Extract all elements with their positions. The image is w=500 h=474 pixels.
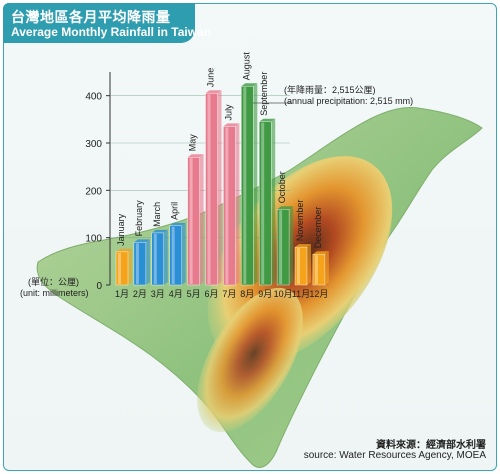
y-tick-label: 100 xyxy=(85,234,102,245)
y-tick-label: 300 xyxy=(85,139,102,150)
bar-side xyxy=(181,222,186,285)
bar xyxy=(115,251,129,286)
bar-side xyxy=(145,239,150,285)
bar-top xyxy=(259,118,276,122)
bar xyxy=(312,254,326,286)
x-tick-label: 11月 xyxy=(292,289,310,299)
chart-title-en: Average Monthly Rainfall in Taiwan xyxy=(11,25,212,39)
month-name-label: May xyxy=(188,134,198,152)
y-tick-label: 200 xyxy=(85,186,102,197)
bar xyxy=(294,246,308,286)
title-banner: 台灣地區各月平均降雨量 Average Monthly Rainfall in … xyxy=(3,3,211,43)
bar-top xyxy=(187,154,204,158)
month-name-label: February xyxy=(134,200,144,237)
unit-label-en: (unit: millimeters) xyxy=(20,288,89,298)
bar-side xyxy=(217,90,222,285)
southern-mountains xyxy=(197,287,303,433)
month-name-label: September xyxy=(259,72,269,116)
bar-side xyxy=(163,229,168,285)
bar-highlight xyxy=(297,248,300,284)
bar xyxy=(133,242,147,286)
bar-highlight xyxy=(314,255,318,284)
x-tick-label: 1月 xyxy=(115,289,129,299)
x-tick-label: 2月 xyxy=(133,289,147,299)
bar xyxy=(187,156,200,286)
bar xyxy=(205,93,218,286)
bar xyxy=(151,232,165,286)
source-label-en: source: Water Resources Agency, MOEA xyxy=(303,450,486,461)
month-name-label: August xyxy=(241,52,251,81)
bar-top xyxy=(205,90,222,94)
month-name-labels: January February March April May June July Augu… xyxy=(116,52,323,249)
month-name-label: October xyxy=(277,171,287,203)
month-name-label: July xyxy=(223,104,233,121)
month-name-label: December xyxy=(313,207,323,249)
x-tick-label: 12月 xyxy=(309,289,328,299)
bar-highlight xyxy=(225,127,229,284)
annual-label-zh: (年降雨量：2,515公厘) xyxy=(284,84,376,95)
bar-side xyxy=(199,154,204,285)
bar xyxy=(241,85,254,286)
bar-side xyxy=(128,248,132,285)
x-tick-label: 10月 xyxy=(274,289,293,299)
bar-highlight xyxy=(279,210,283,284)
bar-highlight xyxy=(153,233,157,284)
bar-top xyxy=(151,229,168,233)
month-name-label: November xyxy=(295,200,305,242)
y-tick-label: 0 xyxy=(96,281,102,292)
bar-top xyxy=(133,239,150,243)
chart-title-zh: 台灣地區各月平均降雨量 xyxy=(11,9,171,25)
bar-highlight xyxy=(243,87,247,284)
bar-top xyxy=(116,248,132,252)
bar-top xyxy=(277,206,294,210)
bar-highlight xyxy=(207,94,211,284)
bar-side xyxy=(307,244,311,285)
bar xyxy=(259,121,272,286)
bar-highlight xyxy=(171,226,175,284)
x-tick-label: 8月 xyxy=(240,289,254,299)
bar xyxy=(223,126,236,286)
unit-label-zh: (單位：公厘) xyxy=(28,276,79,287)
bar xyxy=(276,209,290,286)
bar-side xyxy=(235,123,240,285)
x-tick-label: 6月 xyxy=(204,289,218,299)
month-name-label: January xyxy=(116,213,126,246)
x-tick-label: 3月 xyxy=(151,289,165,299)
bar-top xyxy=(223,123,240,127)
bar-side xyxy=(271,118,276,285)
annual-label-en: (annual precipitation: 2,515 mm) xyxy=(284,96,413,106)
bar-top xyxy=(312,251,329,255)
bar-top xyxy=(295,244,311,248)
bar-side xyxy=(253,83,258,285)
bar-highlight xyxy=(135,243,139,284)
x-tick-label: 4月 xyxy=(169,289,183,299)
bar-side xyxy=(289,206,294,285)
month-name-label: June xyxy=(206,68,216,88)
bar-highlight xyxy=(261,122,265,284)
source-label-zh: 資料來源：經濟部水利署 xyxy=(376,440,486,451)
bar-series xyxy=(115,83,329,286)
bar-highlight xyxy=(189,158,193,284)
bar xyxy=(169,225,182,286)
bar-highlight xyxy=(118,252,121,284)
x-tick-label: 7月 xyxy=(222,289,236,299)
month-name-label: April xyxy=(170,202,180,220)
x-axis-category-labels: 1月 2月 3月 4月 5月 6月 7月 8月 9月 10月 11月 12月 xyxy=(115,289,328,299)
bar-top xyxy=(169,222,186,226)
y-tick-label: 400 xyxy=(85,92,102,103)
month-name-label: March xyxy=(152,202,162,227)
bar-side xyxy=(324,251,329,285)
x-tick-label: 5月 xyxy=(187,289,201,299)
bar-top xyxy=(241,83,258,87)
x-tick-label: 9月 xyxy=(258,289,272,299)
